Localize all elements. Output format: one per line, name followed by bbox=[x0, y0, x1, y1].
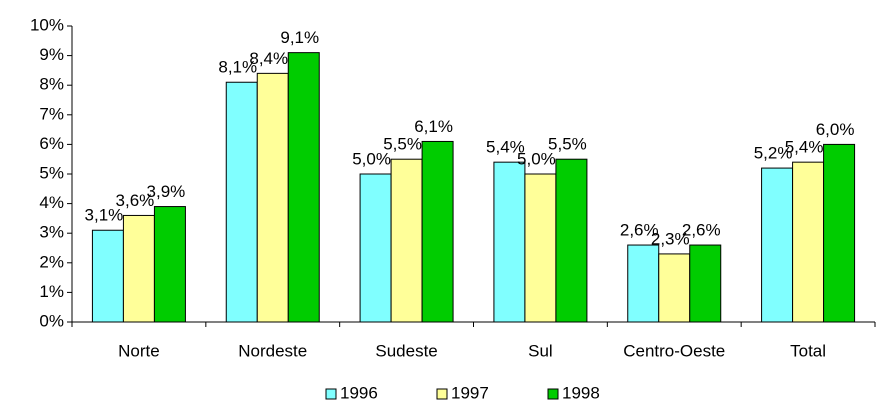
value-label: 5,5% bbox=[548, 135, 587, 154]
y-tick-label: 10% bbox=[30, 15, 64, 34]
y-tick-label: 8% bbox=[39, 75, 64, 94]
bar bbox=[287, 52, 320, 323]
bar bbox=[689, 244, 722, 323]
bar bbox=[225, 81, 258, 323]
legend-label: 1996 bbox=[340, 383, 378, 402]
x-tick-label: Nordeste bbox=[238, 341, 307, 360]
value-label: 5,2% bbox=[754, 144, 793, 163]
bar bbox=[792, 161, 825, 323]
value-label: 2,6% bbox=[682, 221, 721, 240]
value-label: 9,1% bbox=[280, 28, 319, 47]
y-tick-label: 7% bbox=[39, 104, 64, 123]
bar bbox=[493, 161, 526, 323]
y-tick-label: 5% bbox=[39, 163, 64, 182]
value-label: 5,5% bbox=[383, 135, 422, 154]
value-label: 5,0% bbox=[352, 149, 391, 168]
value-label: 8,4% bbox=[249, 49, 288, 68]
y-tick-label: 9% bbox=[39, 45, 64, 64]
value-label: 3,9% bbox=[147, 182, 186, 201]
bar bbox=[122, 214, 155, 323]
value-label: 5,0% bbox=[517, 149, 556, 168]
legend-swatch bbox=[325, 388, 337, 400]
x-tick-label: Total bbox=[790, 341, 826, 360]
bar bbox=[359, 173, 392, 323]
bar bbox=[524, 173, 557, 323]
value-label: 3,1% bbox=[85, 206, 124, 225]
x-tick-label: Centro-Oeste bbox=[623, 341, 725, 360]
value-label: 2,6% bbox=[620, 221, 659, 240]
legend-label: 1997 bbox=[451, 383, 489, 402]
bar bbox=[761, 167, 794, 323]
value-label: 3,6% bbox=[116, 191, 155, 210]
value-label: 6,0% bbox=[816, 120, 855, 139]
bar bbox=[390, 158, 423, 323]
bar bbox=[555, 158, 588, 323]
bar bbox=[627, 244, 660, 323]
bar bbox=[823, 143, 856, 323]
y-tick-label: 2% bbox=[39, 252, 64, 271]
value-label: 5,4% bbox=[486, 138, 525, 157]
x-tick-label: Norte bbox=[118, 341, 160, 360]
y-tick-label: 6% bbox=[39, 134, 64, 153]
legend-swatch bbox=[547, 388, 559, 400]
y-tick-label: 4% bbox=[39, 193, 64, 212]
value-label: 5,4% bbox=[785, 138, 824, 157]
x-tick-label: Sul bbox=[528, 341, 553, 360]
y-tick-label: 3% bbox=[39, 223, 64, 242]
x-tick-label: Sudeste bbox=[375, 341, 437, 360]
value-label: 6,1% bbox=[414, 117, 453, 136]
bar bbox=[658, 253, 691, 323]
bar bbox=[256, 72, 289, 323]
value-label: 8,1% bbox=[218, 58, 257, 77]
legend-swatch bbox=[436, 388, 448, 400]
y-tick-label: 1% bbox=[39, 282, 64, 301]
bar bbox=[153, 206, 186, 323]
bar bbox=[91, 229, 124, 323]
y-tick-label: 0% bbox=[39, 311, 64, 330]
value-label: 2,3% bbox=[651, 229, 690, 248]
bar bbox=[421, 140, 454, 323]
legend-label: 1998 bbox=[562, 383, 600, 402]
